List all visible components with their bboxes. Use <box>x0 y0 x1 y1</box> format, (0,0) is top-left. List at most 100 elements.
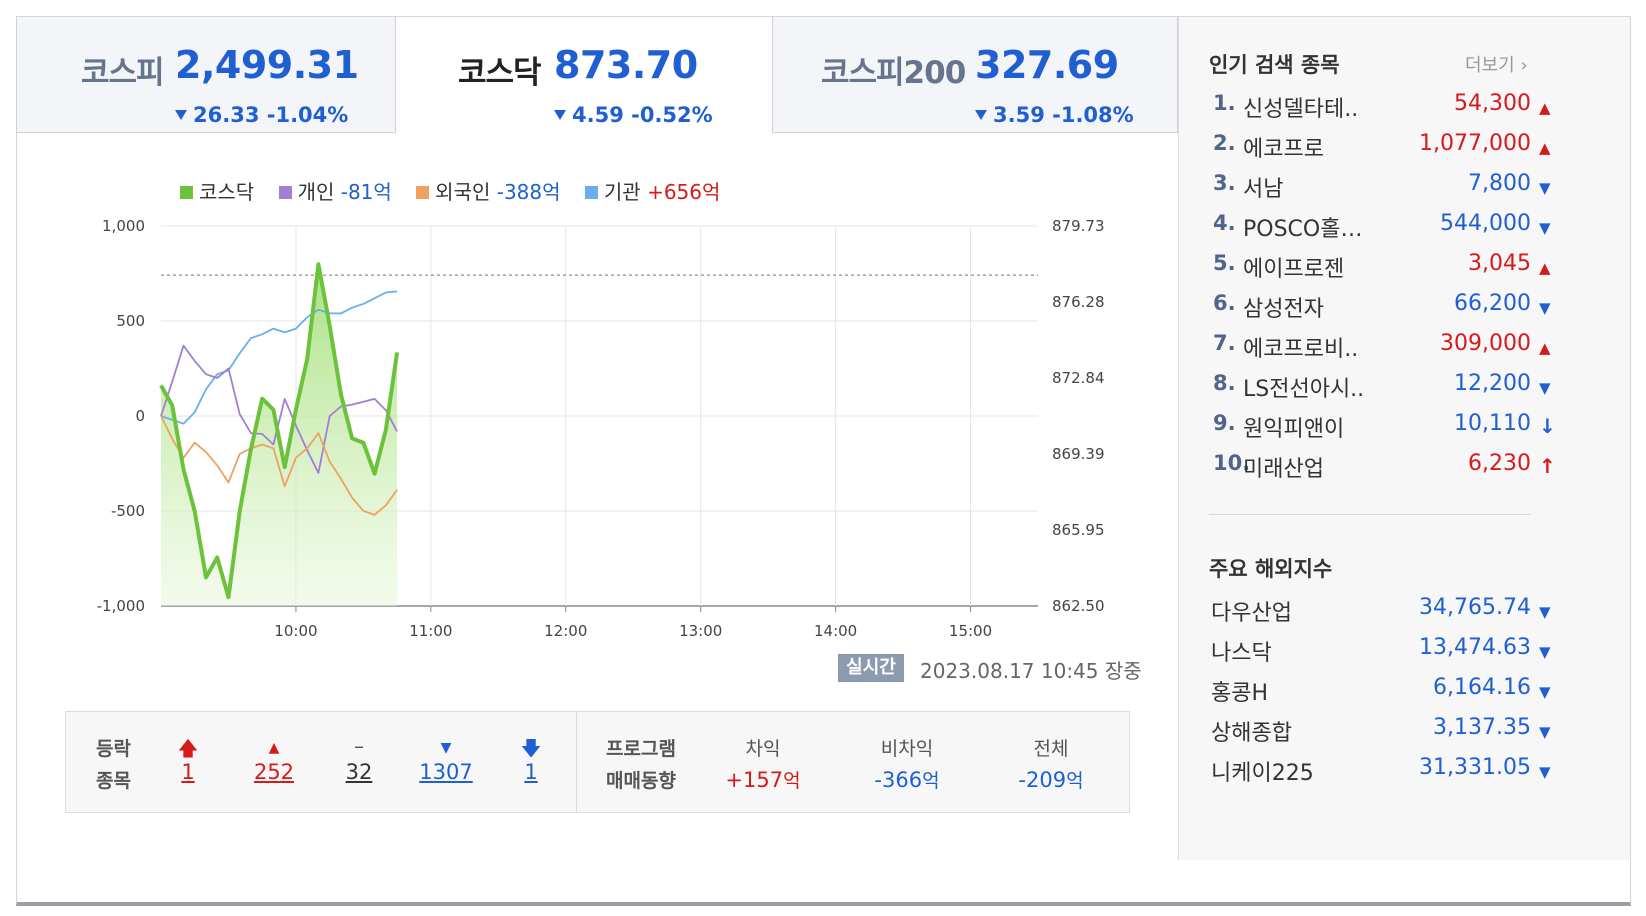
chevron-right-icon: › <box>1514 55 1528 76</box>
rank: 8. <box>1213 371 1236 395</box>
index-value: 31,331.05 <box>1419 755 1531 780</box>
legend-swatch <box>278 186 292 199</box>
index-name[interactable]: 니케이225 <box>1211 761 1314 786</box>
down-count[interactable]: ▼ 1307 <box>416 734 476 784</box>
stock-name[interactable]: 미래산업 <box>1243 457 1324 482</box>
rank: 5. <box>1213 251 1236 275</box>
tab-kospi200-name: 코스피200 <box>821 55 966 91</box>
stock-name[interactable]: 원익피앤이 <box>1243 417 1345 442</box>
rank: 6. <box>1213 291 1236 315</box>
index-value: 34,765.74 <box>1419 595 1531 620</box>
world-index-item[interactable]: 나스닥 13,474.63 ▼ <box>1207 635 1551 675</box>
stock-price: 6,230 <box>1468 451 1531 476</box>
sidebar-divider <box>1209 514 1531 515</box>
tab-kospi[interactable]: 코스피 2,499.31 26.33 -1.04% <box>16 16 396 133</box>
index-value: 3,137.35 <box>1433 715 1531 740</box>
tab-kosdaq[interactable]: 코스닥 873.70 4.59 -0.52% <box>395 16 773 133</box>
flat-count[interactable]: – 32 <box>329 734 389 784</box>
stock-name[interactable]: LS전선아시.. <box>1243 377 1365 402</box>
popular-item[interactable]: 3. 서남 7,800 ▼ <box>1207 171 1551 211</box>
world-index-item[interactable]: 홍콩H 6,164.16 ▼ <box>1207 675 1551 715</box>
stock-name[interactable]: 삼성전자 <box>1243 297 1324 322</box>
x-tick-label: 11:00 <box>409 622 452 640</box>
kosdaq-area <box>161 264 398 606</box>
popular-item[interactable]: 7. 에코프로비.. 309,000 ▲ <box>1207 331 1551 371</box>
stock-name[interactable]: 에코프로 <box>1243 137 1324 162</box>
world-index-item[interactable]: 다우산업 34,765.74 ▼ <box>1207 595 1551 635</box>
stock-name[interactable]: 에이프로젠 <box>1243 257 1345 282</box>
down-triangle-icon <box>975 110 987 120</box>
legend-foreign[interactable]: 외국인 -388억 <box>416 176 561 205</box>
popular-item[interactable]: 10. 미래산업 6,230 ↑ <box>1207 451 1556 491</box>
down-triangle-icon <box>554 110 566 120</box>
program-nonarbitrage: 비차익 -366억 <box>874 738 940 792</box>
down-triangle-icon: ▼ <box>1539 179 1551 197</box>
stock-name[interactable]: 에코프로비.. <box>1243 337 1359 362</box>
investor-trend-chart: 1,000 500 0 -500 -1,000 879.73 876.28 872.84 869… <box>97 217 1105 640</box>
updown-label-1: 등락 <box>96 738 131 760</box>
popular-item[interactable]: 6. 삼성전자 66,200 ▼ <box>1207 291 1551 331</box>
series-line-foreign <box>160 415 398 516</box>
rank: 4. <box>1213 211 1236 235</box>
popular-item[interactable]: 9. 원익피앤이 10,110 ↓ <box>1207 411 1556 451</box>
index-name[interactable]: 나스닥 <box>1211 641 1272 666</box>
stock-name[interactable]: 서남 <box>1243 177 1284 202</box>
y-right-tick-label: 862.50 <box>1052 597 1105 615</box>
limit-up-arrow-icon: 🡅 <box>177 736 199 760</box>
realtime-badge[interactable]: 실시간 <box>838 654 904 682</box>
stock-price: 66,200 <box>1454 291 1531 316</box>
down-triangle-icon: ▼ <box>1539 299 1551 317</box>
tab-kospi200[interactable]: 코스피200 327.69 3.59 -1.08% <box>772 16 1178 133</box>
stock-price: 309,000 <box>1440 331 1531 356</box>
up-triangle-icon: ▲ <box>1539 339 1551 357</box>
stock-price: 1,077,000 <box>1419 131 1531 156</box>
tab-kosdaq-value: 873.70 <box>554 43 698 87</box>
x-tick-label: 12:00 <box>544 622 587 640</box>
down-triangle-icon: ▼ <box>440 740 452 756</box>
series-line-individual <box>160 344 398 474</box>
legend-individual[interactable]: 개인 -81억 <box>278 176 392 205</box>
up-triangle-icon: ▲ <box>1539 99 1551 117</box>
limit-down-count[interactable]: 🡇 1 <box>501 734 561 784</box>
world-title: 주요 해외지수 <box>1209 557 1333 581</box>
y-left-tick-label: -500 <box>111 502 145 520</box>
world-index-item[interactable]: 상해종합 3,137.35 ▼ <box>1207 715 1551 755</box>
rank: 3. <box>1213 171 1236 195</box>
rank: 10. <box>1213 451 1251 475</box>
legend-kosdaq[interactable]: 코스닥 <box>180 176 254 205</box>
popular-item[interactable]: 8. LS전선아시.. 12,200 ▼ <box>1207 371 1551 411</box>
up-count[interactable]: ▲ 252 <box>244 734 304 784</box>
index-name[interactable]: 다우산업 <box>1211 601 1292 626</box>
up-triangle-icon: ▲ <box>268 740 280 756</box>
stock-name[interactable]: 신성델타테.. <box>1243 97 1359 122</box>
limit-down-arrow-icon: 🡇 <box>520 736 542 760</box>
series-line-institution <box>160 290 398 425</box>
stock-price: 10,110 <box>1454 411 1531 436</box>
timestamp: 2023.08.17 10:45 장중 <box>920 659 1142 683</box>
x-tick-label: 10:00 <box>274 622 317 640</box>
program-arbitrage: 차익 +157억 <box>725 738 801 792</box>
program-label-1: 프로그램 <box>606 738 676 760</box>
index-name[interactable]: 상해종합 <box>1211 721 1292 746</box>
down-triangle-icon <box>175 110 187 120</box>
tab-kospi200-change: 3.59 -1.08% <box>975 103 1134 127</box>
chart-legend: 코스닥 개인 -81억 외국인 -388억 기관 +656억 <box>180 176 738 205</box>
tab-kospi-name: 코스피 <box>81 55 165 91</box>
index-name[interactable]: 홍콩H <box>1211 681 1269 706</box>
popular-item[interactable]: 2. 에코프로 1,077,000 ▲ <box>1207 131 1551 171</box>
program-total: 전체 -209억 <box>1018 738 1084 792</box>
popular-item[interactable]: 5. 에이프로젠 3,045 ▲ <box>1207 251 1551 291</box>
down-triangle-icon: ▼ <box>1539 219 1551 237</box>
limit-down-arrow-icon: ↓ <box>1539 414 1556 438</box>
legend-institution[interactable]: 기관 +656억 <box>584 176 720 205</box>
popular-item[interactable]: 4. POSCO홀… 544,000 ▼ <box>1207 211 1551 251</box>
more-link[interactable]: 더보기 › <box>1465 55 1528 76</box>
limit-up-count[interactable]: 🡅 1 <box>158 734 218 784</box>
down-triangle-icon: ▼ <box>1539 723 1551 741</box>
world-index-item[interactable]: 니케이225 31,331.05 ▼ <box>1207 755 1551 795</box>
stock-name[interactable]: POSCO홀… <box>1243 217 1363 242</box>
index-value: 6,164.16 <box>1433 675 1531 700</box>
popular-item[interactable]: 1. 신성델타테.. 54,300 ▲ <box>1207 91 1551 131</box>
tab-kospi-value: 2,499.31 <box>175 43 359 87</box>
stock-price: 12,200 <box>1454 371 1531 396</box>
